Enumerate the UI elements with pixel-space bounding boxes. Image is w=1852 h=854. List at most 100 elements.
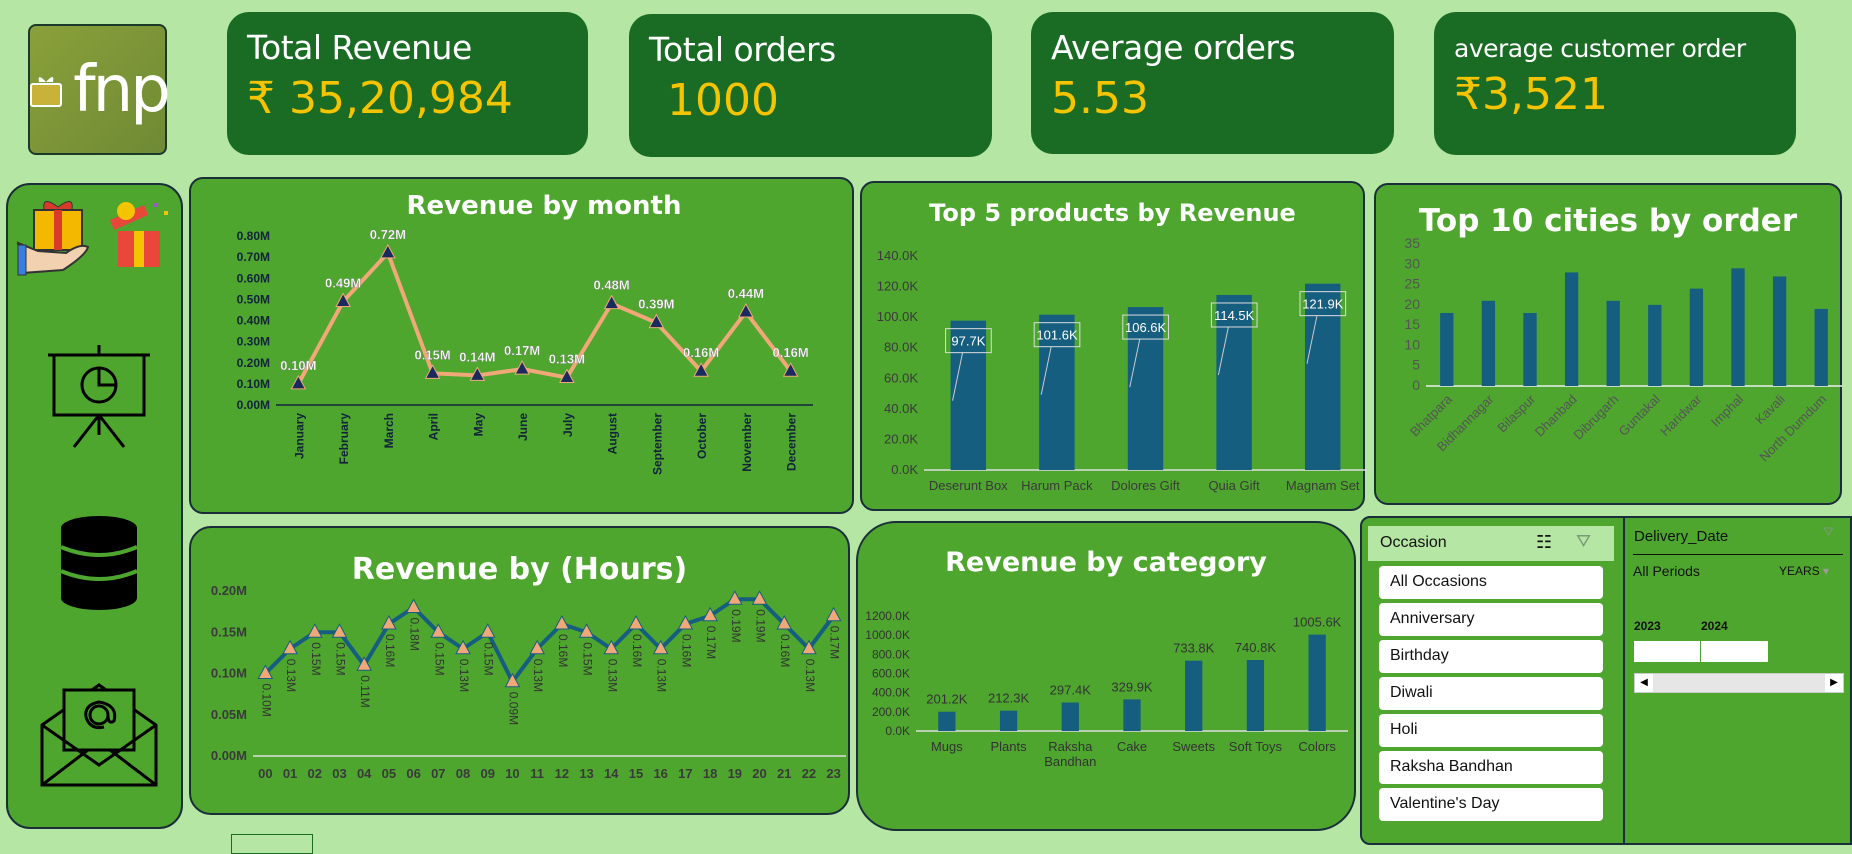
open-gift-icon[interactable] <box>110 202 168 267</box>
database-icon[interactable] <box>60 516 138 610</box>
leader-line <box>1040 346 1052 395</box>
y-tick-label: 40.0K <box>884 401 918 416</box>
data-point-marker <box>306 623 323 638</box>
slicer-item[interactable]: Holi <box>1379 714 1603 747</box>
data-point-marker <box>469 366 486 381</box>
data-point-marker <box>578 623 595 638</box>
data-label: 0.09M <box>506 692 520 725</box>
data-point-marker <box>652 639 669 655</box>
data-label: 0.16M <box>630 634 644 667</box>
data-point-marker <box>331 623 348 638</box>
y-tick-label: 10 <box>1404 336 1420 352</box>
multi-select-icon[interactable]: ☷ <box>1536 532 1553 552</box>
slicer-item[interactable]: Diwali <box>1379 677 1603 710</box>
level-dropdown[interactable]: YEARS ▾ <box>1779 564 1829 578</box>
data-label: 201.2K <box>926 692 968 707</box>
slicer-item[interactable]: Birthday <box>1379 640 1603 673</box>
gift-logo-icon <box>30 76 63 107</box>
x-tick-label: 02 <box>308 766 322 781</box>
data-label: 0.39M <box>638 297 674 312</box>
x-tick-label: April <box>427 413 441 440</box>
timeline-year-2024[interactable] <box>1701 641 1768 662</box>
dropdown-arrow-icon: ▾ <box>1823 564 1830 578</box>
series-line <box>296 249 793 385</box>
x-tick-label: 23 <box>826 766 840 781</box>
data-label: 0.16M <box>683 345 719 360</box>
data-label-box <box>1122 314 1169 340</box>
level-value: YEARS <box>1779 564 1820 578</box>
x-tick-label: Mugs <box>931 739 963 754</box>
data-label: 0.15M <box>581 642 595 675</box>
y-tick-label: 0.60M <box>237 271 270 285</box>
chart-plot: 0.0K 20.0K 40.0K 60.0K 80.0K 100.0K 120.0K 140.… <box>877 248 1367 493</box>
data-point-marker <box>751 590 768 605</box>
data-label: 0.13M <box>549 352 585 367</box>
timeline-scrollbar[interactable]: ◀ ▶ <box>1634 673 1844 693</box>
y-tick-label: 0.00M <box>211 748 247 763</box>
x-tick-label: February <box>337 413 351 465</box>
x-tick-label: Kavali <box>1752 391 1788 427</box>
bar <box>1440 312 1454 386</box>
data-point-marker <box>782 362 799 377</box>
kpi-value: ₹3,521 <box>1454 69 1608 120</box>
x-tick-label: 00 <box>258 766 272 781</box>
bar <box>1814 308 1828 386</box>
slicer-item[interactable]: All Occasions <box>1379 566 1603 599</box>
data-label: 0.17M <box>504 343 540 358</box>
bar <box>1308 634 1326 731</box>
data-point-marker <box>801 639 817 655</box>
data-point-marker <box>726 590 743 605</box>
kpi-value: 5.53 <box>1051 73 1149 124</box>
kpi-value: ₹ 35,20,984 <box>247 73 513 124</box>
y-tick-label: 0.30M <box>237 335 270 349</box>
y-tick-label: 1200.0K <box>865 609 910 623</box>
x-tick-label: 06 <box>406 766 420 781</box>
data-label: 0.17M <box>704 626 718 659</box>
x-tick-label: 08 <box>456 766 470 781</box>
data-point-marker <box>455 639 471 655</box>
slicer-item[interactable]: Anniversary <box>1379 603 1603 636</box>
chart-title: Top 5 products by Revenue <box>929 199 1296 227</box>
data-point-marker <box>693 362 709 377</box>
y-tick-label: 35 <box>1404 235 1420 251</box>
slicer-item[interactable]: Raksha Bandhan <box>1379 751 1603 784</box>
data-label: 0.13M <box>655 659 669 692</box>
x-tick-label: Cake <box>1117 739 1147 754</box>
clear-filter-icon[interactable]: ⛛ <box>1823 524 1834 539</box>
kpi-total-orders: Total orders 1000 <box>629 14 992 157</box>
data-label: 0.11M <box>358 675 372 707</box>
y-tick-label: 0.15M <box>211 624 247 639</box>
chart-title: Revenue by category <box>945 547 1267 578</box>
bar <box>1127 307 1164 470</box>
data-label: 0.15M <box>482 642 496 675</box>
year-label: 2023 <box>1634 619 1661 633</box>
data-label: 0.13M <box>457 659 471 692</box>
data-label: 0.44M <box>728 286 764 301</box>
data-label: 0.15M <box>415 347 451 362</box>
x-tick-label: Dibrugarh <box>1570 392 1621 443</box>
x-tick-label: 03 <box>332 766 346 781</box>
y-tick-label: 0.05M <box>211 707 247 722</box>
data-label: 0.17M <box>828 626 842 659</box>
slicer-item[interactable]: Valentine's Day <box>1379 788 1603 821</box>
clear-filter-icon[interactable]: ⛛ <box>1576 531 1592 551</box>
x-tick-label: 20 <box>752 766 766 781</box>
gift-in-hand-icon[interactable] <box>16 201 90 276</box>
kpi-average-orders: Average orders 5.53 <box>1031 12 1394 154</box>
presentation-chart-icon[interactable] <box>48 345 150 448</box>
y-tick-label: 20.0K <box>884 431 918 446</box>
data-label-box <box>945 328 992 354</box>
timeline-year-2023[interactable] <box>1634 641 1700 662</box>
scroll-right-icon[interactable]: ▶ <box>1825 674 1843 692</box>
x-tick-label: August <box>606 413 620 454</box>
chart-plot: 05101520253035BhatparaBidhannagarBilaspu… <box>1404 235 1842 464</box>
email-icon[interactable] <box>40 683 158 787</box>
scroll-left-icon[interactable]: ◀ <box>1635 674 1653 692</box>
x-tick-label: Colors <box>1298 739 1336 754</box>
data-label: 0.16M <box>778 634 792 667</box>
leader-line <box>1217 326 1229 376</box>
data-label: 106.6K <box>1125 320 1167 335</box>
y-tick-label: 0.20M <box>211 583 247 598</box>
kpi-label: Total orders <box>649 30 836 69</box>
x-tick-label: December <box>785 413 799 471</box>
